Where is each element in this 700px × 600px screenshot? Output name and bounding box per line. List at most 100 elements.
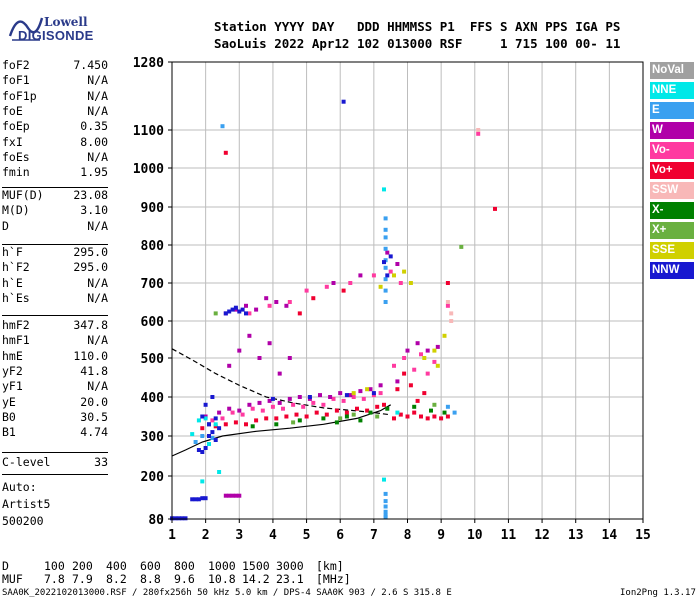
echo-point	[365, 408, 370, 413]
echo-point	[445, 404, 450, 409]
echo-point	[382, 402, 386, 407]
echo-point	[422, 391, 427, 396]
echo-point	[361, 396, 366, 401]
echo-point	[200, 414, 205, 419]
echo-point	[449, 311, 454, 316]
echo-point	[425, 416, 430, 421]
muf-cell: 14.2	[242, 572, 270, 586]
param-row-fmin: fmin 1.95	[2, 165, 108, 179]
echo-point	[200, 479, 205, 484]
param-row-c-level: C-level 33	[2, 455, 108, 469]
series-nne	[190, 187, 400, 484]
muf-cell: 7.8	[44, 572, 65, 586]
muf-cell: 9.6	[174, 572, 195, 586]
echo-point	[318, 393, 322, 398]
echo-point	[190, 432, 195, 437]
param-name: h`F	[2, 245, 23, 259]
echo-point	[358, 389, 363, 394]
y-tick-label: 800	[141, 239, 165, 254]
x-tick-label: 13	[568, 528, 584, 543]
echo-point	[402, 371, 407, 376]
echo-point	[217, 426, 222, 431]
echo-point	[227, 309, 232, 314]
distance-cell: 800	[174, 559, 195, 573]
echo-point	[193, 497, 198, 502]
y-tick-label: 600	[141, 315, 165, 330]
param-name: foF1p	[2, 88, 37, 103]
distance-cell: 200	[72, 559, 93, 573]
param-value: 4.74	[80, 425, 108, 440]
param-value: N/A	[87, 379, 108, 394]
echo-point	[297, 395, 302, 399]
echo-point	[432, 348, 437, 353]
echo-point	[445, 300, 450, 304]
echo-point	[203, 446, 208, 450]
legend-item-e: E	[650, 102, 694, 119]
echo-point	[334, 408, 339, 413]
echo-point	[398, 412, 403, 417]
separator-line	[2, 452, 108, 453]
echo-point	[341, 398, 346, 403]
echo-point	[277, 371, 282, 376]
echo-point	[383, 246, 388, 251]
muf-cell: 8.8	[140, 572, 161, 586]
x-tick-label: 1	[168, 528, 176, 543]
param-name: foEs	[2, 149, 30, 164]
echo-point	[383, 277, 388, 282]
echo-point	[304, 288, 309, 293]
param-name: yF2	[2, 363, 23, 378]
echo-point	[196, 497, 201, 502]
echo-point	[452, 410, 457, 415]
echo-point	[244, 422, 248, 427]
legend-item-w: W	[650, 122, 694, 139]
echo-point	[493, 206, 497, 211]
echo-point	[247, 402, 252, 407]
echo-point	[277, 400, 282, 405]
x-tick-label: 11	[501, 528, 517, 543]
echo-point	[341, 288, 346, 293]
param-name: foF1	[2, 73, 30, 88]
echo-point	[408, 281, 413, 285]
param-value: N/A	[87, 333, 108, 348]
param-name: h`Es	[2, 290, 30, 305]
param-value: 20.0	[80, 394, 108, 409]
param-name: yE	[2, 394, 16, 409]
legend-item-sse: SSE	[650, 242, 694, 259]
echo-point	[375, 414, 380, 419]
y-tick-label: 1100	[133, 124, 164, 139]
series-w	[203, 250, 440, 498]
echo-point	[233, 420, 238, 425]
echo-point	[395, 379, 400, 384]
echo-point	[314, 410, 319, 415]
echo-point	[378, 391, 383, 396]
echo-point	[267, 341, 272, 346]
legend-item-noval: NoVal	[650, 62, 694, 79]
echo-point	[321, 402, 326, 407]
y-tick-label: 1280	[133, 56, 164, 71]
echo-point	[334, 420, 339, 425]
separator-line	[2, 244, 108, 245]
echo-point	[383, 491, 388, 496]
param-row-hmf1: hmF1 N/A	[2, 333, 108, 347]
series-x-	[250, 404, 447, 429]
y-tick-label: 300	[141, 430, 165, 445]
param-name: h`E	[2, 275, 23, 290]
param-row-ye: yE 20.0	[2, 395, 108, 409]
echo-point	[383, 216, 388, 221]
param-row-h-f2: h`F2 295.0	[2, 260, 108, 274]
echo-point	[213, 422, 218, 427]
echo-point	[382, 477, 386, 482]
param-name: foF2	[2, 58, 30, 72]
echo-point	[193, 440, 198, 444]
param-row-h-es: h`Es N/A	[2, 291, 108, 305]
x-tick-label: 4	[269, 528, 277, 543]
echo-point	[442, 410, 447, 415]
echo-point	[392, 363, 396, 368]
echo-point	[344, 414, 349, 419]
series-nnw	[170, 99, 393, 521]
param-row-hme: hmE 110.0	[2, 349, 108, 363]
muf-row-label: MUF	[2, 572, 23, 586]
param-name: foEp	[2, 119, 30, 134]
echo-point	[294, 412, 299, 417]
echo-point	[227, 406, 232, 411]
